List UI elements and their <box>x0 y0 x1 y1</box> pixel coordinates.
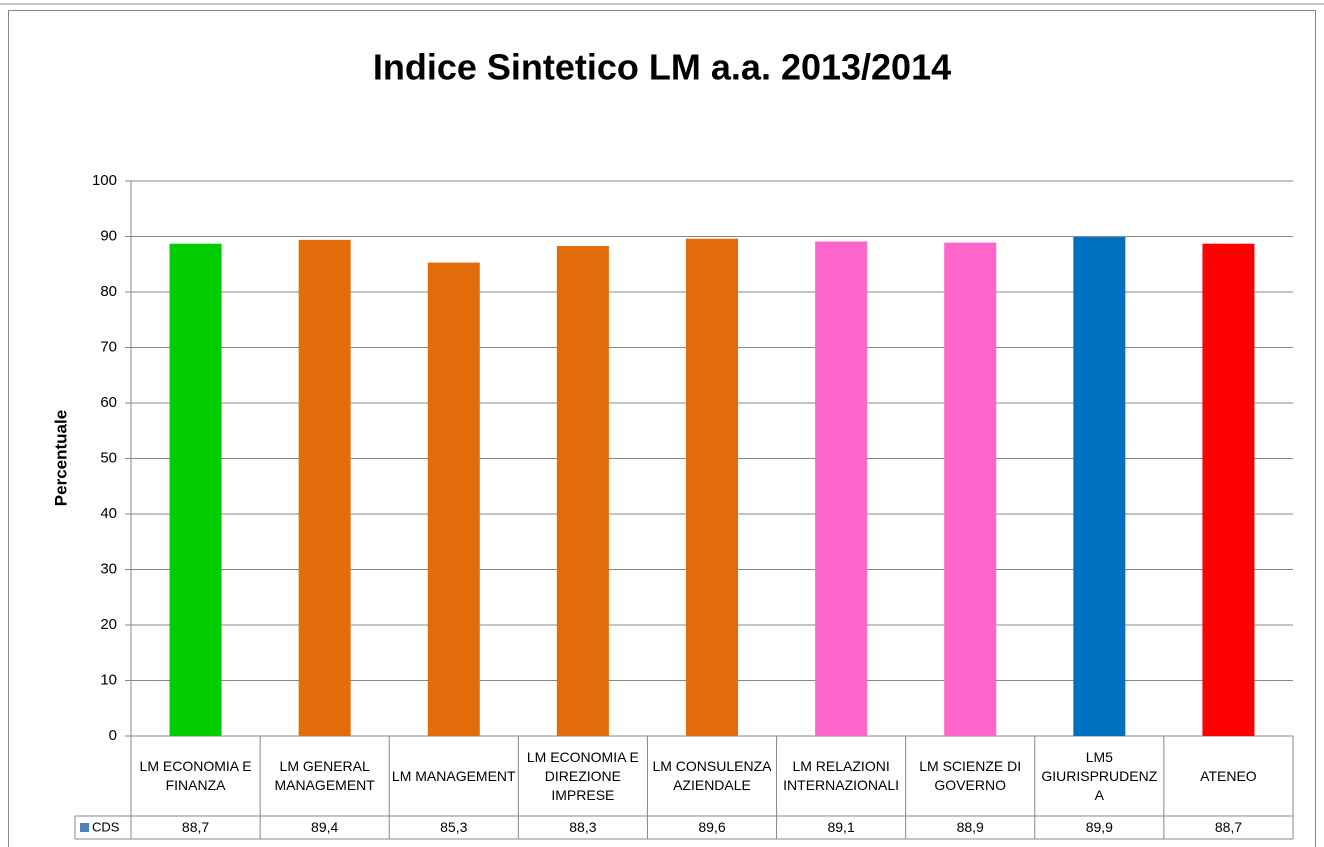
value-label: 89,9 <box>1086 819 1113 835</box>
bar <box>1073 237 1126 736</box>
y-tick-label: 80 <box>100 283 117 300</box>
y-tick-label: 30 <box>100 560 117 577</box>
x-tick-label: LM CONSULENZA AZIENDALE <box>652 758 772 793</box>
legend-label: CDS <box>92 819 120 834</box>
y-tick-label: 100 <box>92 172 117 189</box>
y-tick-label: 10 <box>100 671 117 688</box>
x-tick-label: LM RELAZIONI INTERNAZIONALI <box>783 758 900 793</box>
y-tick-label: 60 <box>100 394 117 411</box>
legend-swatch <box>80 823 89 832</box>
value-label: 88,9 <box>957 819 984 835</box>
bar <box>944 242 997 737</box>
value-label: 85,3 <box>440 819 467 835</box>
y-tick-label: 90 <box>100 227 117 244</box>
bar <box>169 243 222 736</box>
x-tick-label: ATENEO <box>1200 767 1257 784</box>
x-tick-label: LM SCIENZE DI GOVERNO <box>919 758 1022 793</box>
value-label: 89,4 <box>311 819 338 835</box>
value-label: 89,6 <box>698 819 725 835</box>
bar <box>686 238 738 736</box>
value-label: 88,7 <box>182 819 209 835</box>
y-tick-label: 0 <box>109 727 117 744</box>
y-tick-label: 40 <box>100 505 117 522</box>
chart-title: Indice Sintetico LM a.a. 2013/2014 <box>373 47 951 88</box>
bar <box>815 241 868 736</box>
bar <box>298 239 351 736</box>
y-tick-label: 70 <box>100 338 117 355</box>
x-tick-label: LM ECONOMIA E DIREZIONE IMPRESE <box>526 748 639 803</box>
x-tick-label: LM ECONOMIA E FINANZA <box>139 758 252 793</box>
bar <box>427 262 480 736</box>
value-label: 88,7 <box>1215 819 1242 835</box>
value-label: 88,3 <box>569 819 596 835</box>
y-axis-label: Percentuale <box>51 410 70 506</box>
y-tick-label: 20 <box>100 616 117 633</box>
bar <box>1202 243 1255 736</box>
bar <box>556 245 609 736</box>
x-tick-label: LM GENERAL MANAGEMENT <box>274 758 375 793</box>
x-tick-label: LM5 GIURISPRUDENZA <box>1041 748 1158 803</box>
x-tick-label: LM MANAGEMENT <box>391 767 516 784</box>
value-label: 89,1 <box>827 819 854 835</box>
y-tick-label: 50 <box>100 449 117 466</box>
